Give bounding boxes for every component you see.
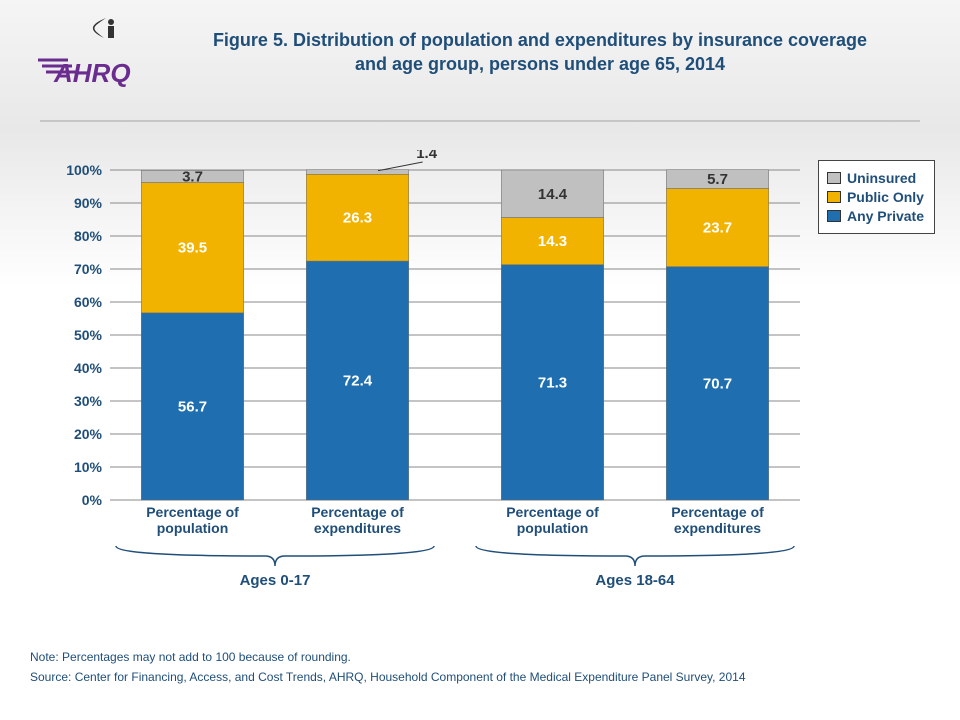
svg-text:40%: 40% bbox=[74, 360, 103, 376]
svg-text:26.3: 26.3 bbox=[343, 210, 372, 227]
x-category-label: Percentage ofpopulation bbox=[110, 504, 275, 536]
svg-text:5.7: 5.7 bbox=[707, 171, 728, 188]
svg-text:71.3: 71.3 bbox=[538, 374, 567, 391]
legend-item: Public Only bbox=[827, 189, 924, 205]
svg-text:3.7: 3.7 bbox=[182, 168, 203, 185]
x-category-label: Percentage ofpopulation bbox=[470, 504, 635, 536]
svg-text:39.5: 39.5 bbox=[178, 240, 207, 257]
legend-label: Uninsured bbox=[847, 170, 916, 186]
svg-text:60%: 60% bbox=[74, 294, 103, 310]
title-divider bbox=[40, 120, 920, 122]
stacked-bar-chart: 0% 10% 20% 30% 40% 50% 60% 70% 80% 90% 100% 56.7 39.… bbox=[50, 150, 810, 510]
legend-swatch bbox=[827, 172, 841, 184]
group-brace bbox=[470, 544, 800, 574]
legend-item: Any Private bbox=[827, 208, 924, 224]
legend-label: Public Only bbox=[847, 189, 924, 205]
svg-text:AHRQ: AHRQ bbox=[53, 58, 131, 88]
svg-text:0%: 0% bbox=[82, 492, 103, 508]
footnotes: Note: Percentages may not add to 100 bec… bbox=[30, 644, 930, 690]
group-label: Ages 18-64 bbox=[470, 572, 800, 589]
ahrq-logo: AHRQ bbox=[36, 16, 146, 101]
chart-title: Figure 5. Distribution of population and… bbox=[200, 28, 880, 77]
svg-text:14.4: 14.4 bbox=[538, 186, 568, 203]
svg-text:1.4: 1.4 bbox=[416, 150, 438, 162]
svg-text:10%: 10% bbox=[74, 459, 103, 475]
group-brace bbox=[110, 544, 440, 574]
svg-text:80%: 80% bbox=[74, 228, 103, 244]
bar-segment bbox=[306, 170, 408, 175]
x-category-label: Percentage ofexpenditures bbox=[275, 504, 440, 536]
svg-text:23.7: 23.7 bbox=[703, 220, 732, 237]
svg-text:70.7: 70.7 bbox=[703, 375, 732, 392]
bar-value-labels: 56.7 39.5 3.7 72.4 26.3 1.4 71.3 14.3 14.4 70.7 23… bbox=[178, 150, 732, 415]
legend-item: Uninsured bbox=[827, 170, 924, 186]
svg-text:56.7: 56.7 bbox=[178, 398, 207, 415]
x-category-label: Percentage ofexpenditures bbox=[635, 504, 800, 536]
svg-text:14.3: 14.3 bbox=[538, 233, 567, 250]
svg-text:70%: 70% bbox=[74, 261, 103, 277]
footnote-source: Source: Center for Financing, Access, an… bbox=[30, 670, 930, 684]
svg-text:100%: 100% bbox=[66, 162, 102, 178]
legend-swatch bbox=[827, 210, 841, 222]
svg-text:20%: 20% bbox=[74, 426, 103, 442]
svg-text:90%: 90% bbox=[74, 195, 103, 211]
legend-swatch bbox=[827, 191, 841, 203]
ahrq-wordmark: AHRQ bbox=[38, 58, 131, 88]
legend-label: Any Private bbox=[847, 208, 924, 224]
chart-legend: Uninsured Public Only Any Private bbox=[818, 160, 935, 234]
svg-text:72.4: 72.4 bbox=[343, 373, 373, 390]
svg-text:50%: 50% bbox=[74, 327, 103, 343]
footnote-note: Note: Percentages may not add to 100 bec… bbox=[30, 650, 930, 664]
svg-text:30%: 30% bbox=[74, 393, 103, 409]
group-label: Ages 0-17 bbox=[110, 572, 440, 589]
